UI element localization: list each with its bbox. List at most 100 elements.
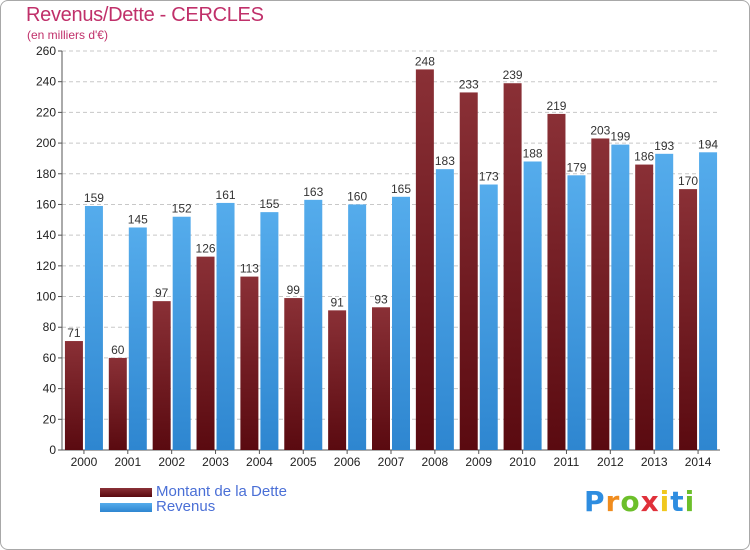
bar-dette — [635, 164, 654, 451]
logo-letter: r — [605, 485, 621, 518]
data-label-dette: 99 — [287, 283, 301, 297]
data-label-dette: 126 — [196, 242, 216, 256]
data-label-revenus: 160 — [347, 189, 367, 203]
bar-revenus — [172, 216, 191, 450]
x-tick-label: 2000 — [71, 455, 98, 469]
proxiti-logo: Proxiti — [584, 485, 695, 518]
data-label-revenus: 183 — [435, 154, 455, 168]
x-tick-label: 2012 — [597, 455, 624, 469]
bar-revenus — [84, 205, 103, 450]
y-tick-label: 140 — [36, 228, 56, 242]
x-tick-label: 2011 — [554, 455, 580, 469]
data-label-revenus: 161 — [216, 188, 236, 202]
data-label-dette: 203 — [590, 123, 610, 137]
y-tick-label: 180 — [36, 167, 56, 181]
y-tick-label: 0 — [49, 443, 56, 457]
y-tick-label: 100 — [36, 290, 56, 304]
logo-letter: i — [684, 485, 696, 518]
bar-revenus — [479, 184, 498, 450]
data-label-dette: 219 — [546, 99, 566, 113]
y-tick-label: 80 — [43, 320, 57, 334]
data-label-dette: 233 — [459, 77, 479, 91]
logo-letter: i — [659, 485, 671, 518]
plot-area — [62, 51, 720, 450]
data-label-dette: 71 — [67, 326, 81, 340]
data-label-revenus: 193 — [654, 139, 674, 153]
data-label-dette: 113 — [240, 262, 259, 276]
data-label-revenus: 173 — [479, 170, 499, 184]
bar-dette — [679, 189, 698, 450]
grid — [58, 50, 720, 454]
logo-letter: P — [584, 485, 606, 518]
data-label-dette: 239 — [503, 68, 523, 82]
data-label-revenus: 155 — [259, 197, 279, 211]
data-label-revenus: 194 — [698, 137, 718, 151]
x-tick-label: 2014 — [685, 455, 712, 469]
logo-letter: t — [670, 485, 685, 518]
y-tick-label: 200 — [36, 136, 56, 150]
y-tick-label: 40 — [43, 382, 57, 396]
bar-revenus — [655, 153, 674, 451]
x-tick-label: 2005 — [290, 455, 317, 469]
x-tick-label: 2003 — [202, 455, 229, 469]
bar-revenus — [567, 175, 586, 451]
data-label-dette: 170 — [678, 174, 698, 188]
bar-dette — [240, 276, 259, 450]
legend-swatch-dette — [100, 488, 152, 497]
bar-dette — [64, 341, 83, 450]
legend-label-revenus: Revenus — [156, 498, 216, 515]
x-tick-label: 2002 — [158, 455, 185, 469]
data-label-dette: 60 — [111, 343, 125, 357]
data-label-dette: 91 — [330, 295, 344, 309]
bar-revenus — [260, 212, 279, 450]
y-tick-label: 120 — [36, 259, 56, 273]
bar-dette — [108, 357, 127, 450]
data-label-dette: 248 — [415, 54, 435, 68]
y-tick-label: 260 — [36, 44, 56, 58]
bar-dette — [415, 69, 434, 451]
data-label-revenus: 199 — [610, 130, 630, 144]
bar-revenus — [348, 204, 367, 450]
y-tick-label: 240 — [36, 75, 56, 89]
legend-label-dette: Montant de la Dette — [156, 483, 287, 500]
x-tick-label: 2009 — [465, 455, 492, 469]
data-label-revenus: 145 — [128, 212, 148, 226]
bar-dette — [503, 83, 522, 450]
bar-revenus — [523, 161, 542, 450]
bar-revenus — [435, 169, 454, 450]
legend-swatch-revenus — [100, 503, 152, 512]
chart-subtitle: (en milliers d'€) — [27, 28, 108, 42]
bar-dette — [196, 256, 215, 450]
bar-revenus — [304, 199, 323, 450]
y-tick-label: 220 — [36, 105, 56, 119]
bar-revenus — [392, 196, 410, 450]
y-tick-label: 20 — [43, 412, 57, 426]
bar-dette — [459, 92, 478, 450]
bar-dette — [591, 138, 610, 450]
bars — [64, 69, 718, 451]
x-tick-label: 2001 — [114, 455, 141, 469]
bar-dette — [152, 301, 171, 450]
x-tick-label: 2008 — [422, 455, 449, 469]
bar-dette — [372, 307, 390, 450]
logo-letter: x — [640, 485, 660, 518]
data-label-revenus: 152 — [172, 202, 192, 216]
bar-dette — [284, 298, 303, 450]
x-tick-label: 2007 — [378, 455, 405, 469]
data-label-revenus: 179 — [566, 160, 586, 174]
chart-title: Revenus/Dette - CERCLES — [26, 4, 264, 26]
data-label-revenus: 159 — [84, 191, 104, 205]
logo-letter: o — [620, 485, 641, 518]
x-tick-label: 2004 — [246, 455, 273, 469]
bar-revenus — [611, 144, 630, 450]
x-tick-label: 2013 — [641, 455, 668, 469]
y-tick-label: 160 — [36, 197, 56, 211]
bar-dette — [328, 310, 347, 450]
bar-revenus — [128, 227, 147, 450]
data-label-revenus: 163 — [303, 185, 323, 199]
x-tick-label: 2006 — [334, 455, 361, 469]
data-label-dette: 97 — [155, 286, 169, 300]
data-label-dette: 93 — [374, 292, 388, 306]
x-tick-label: 2010 — [509, 455, 536, 469]
